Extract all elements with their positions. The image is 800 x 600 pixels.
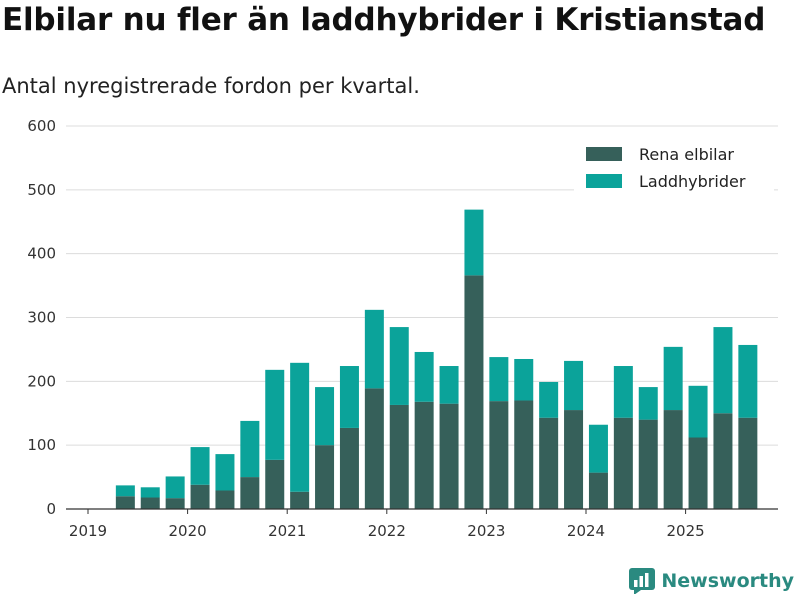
bar-laddhybrider	[315, 387, 335, 446]
legend-label: Laddhybrider	[639, 172, 746, 191]
bar-rena-elbilar	[514, 400, 534, 509]
brand-name: Newsworthy	[661, 570, 794, 592]
x-tick-label: 2019	[69, 522, 107, 540]
chart-subtitle: Antal nyregistrerade fordon per kvartal.	[2, 74, 420, 98]
bar-rena-elbilar	[315, 445, 335, 509]
bar-laddhybrider	[613, 366, 633, 418]
y-tick-label: 200	[27, 372, 56, 390]
bar-rena-elbilar	[389, 404, 409, 509]
bar-laddhybrider	[564, 360, 584, 411]
bar-laddhybrider	[140, 487, 160, 498]
bar-laddhybrider	[588, 424, 608, 473]
bar-rena-elbilar	[364, 388, 384, 509]
x-tick-label: 2023	[467, 522, 505, 540]
bar-rena-elbilar	[489, 401, 509, 509]
bar-rena-elbilar	[190, 484, 210, 509]
y-tick-label: 300	[27, 309, 56, 327]
bar-rena-elbilar	[464, 275, 484, 509]
legend-swatch	[586, 174, 622, 188]
bar-laddhybrider	[663, 346, 683, 411]
bar-rena-elbilar	[439, 403, 459, 509]
bar-rena-elbilar	[663, 410, 683, 509]
bar-laddhybrider	[439, 366, 459, 404]
bar-laddhybrider	[215, 454, 235, 491]
bar-rena-elbilar	[564, 410, 584, 509]
bar-rena-elbilar	[414, 401, 434, 509]
y-tick-label: 100	[27, 436, 56, 454]
bar-rena-elbilar	[588, 472, 608, 509]
bar-rena-elbilar	[265, 459, 285, 509]
bar-rena-elbilar	[539, 417, 559, 509]
bar-laddhybrider	[738, 344, 758, 418]
bar-laddhybrider	[115, 485, 135, 497]
x-tick-label: 2020	[169, 522, 207, 540]
x-tick-label: 2024	[567, 522, 605, 540]
bar-rena-elbilar	[339, 427, 359, 509]
y-tick-label: 400	[27, 245, 56, 263]
bar-rena-elbilar	[240, 477, 260, 509]
newsworthy-brand: Newsworthy	[629, 568, 794, 594]
bar-chart-logo-icon	[629, 568, 656, 594]
bar-laddhybrider	[464, 209, 484, 276]
bar-rena-elbilar	[165, 498, 185, 509]
legend-label: Rena elbilar	[639, 145, 734, 164]
bar-rena-elbilar	[738, 417, 758, 509]
bar-laddhybrider	[688, 385, 708, 438]
legend-swatch	[586, 147, 622, 161]
bar-laddhybrider	[240, 420, 260, 478]
bar-laddhybrider	[290, 362, 310, 492]
bar-laddhybrider	[165, 476, 185, 499]
y-tick-label: 0	[46, 500, 56, 518]
bar-rena-elbilar	[215, 490, 235, 509]
bar-rena-elbilar	[688, 437, 708, 509]
bar-laddhybrider	[389, 327, 409, 405]
bar-laddhybrider	[265, 369, 285, 460]
bar-rena-elbilar	[115, 496, 135, 509]
chart-title: Elbilar nu fler än laddhybrider i Kristi…	[2, 2, 766, 38]
bar-laddhybrider	[489, 357, 509, 402]
bar-laddhybrider	[638, 387, 658, 420]
bar-rena-elbilar	[638, 419, 658, 509]
y-tick-label: 600	[27, 117, 56, 135]
bar-rena-elbilar	[613, 417, 633, 509]
x-tick-label: 2022	[368, 522, 406, 540]
bar-laddhybrider	[514, 358, 534, 401]
y-tick-label: 500	[27, 181, 56, 199]
x-tick-label: 2025	[667, 522, 705, 540]
bar-laddhybrider	[364, 309, 384, 389]
bar-rena-elbilar	[713, 413, 733, 509]
bar-laddhybrider	[539, 381, 559, 418]
bar-laddhybrider	[339, 366, 359, 428]
bar-rena-elbilar	[140, 497, 160, 509]
bar-laddhybrider	[190, 447, 210, 485]
bar-laddhybrider	[414, 351, 434, 402]
bar-laddhybrider	[713, 327, 733, 414]
x-tick-label: 2021	[268, 522, 306, 540]
bar-rena-elbilar	[290, 491, 310, 509]
